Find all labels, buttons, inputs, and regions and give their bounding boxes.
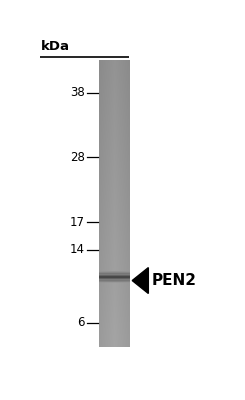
Polygon shape bbox=[132, 268, 148, 294]
Text: 6: 6 bbox=[77, 316, 85, 329]
Text: PEN2: PEN2 bbox=[151, 273, 196, 288]
Text: 28: 28 bbox=[70, 151, 85, 164]
Text: 38: 38 bbox=[70, 86, 85, 99]
Text: 14: 14 bbox=[70, 243, 85, 256]
Text: kDa: kDa bbox=[41, 40, 70, 53]
Text: 17: 17 bbox=[70, 216, 85, 228]
